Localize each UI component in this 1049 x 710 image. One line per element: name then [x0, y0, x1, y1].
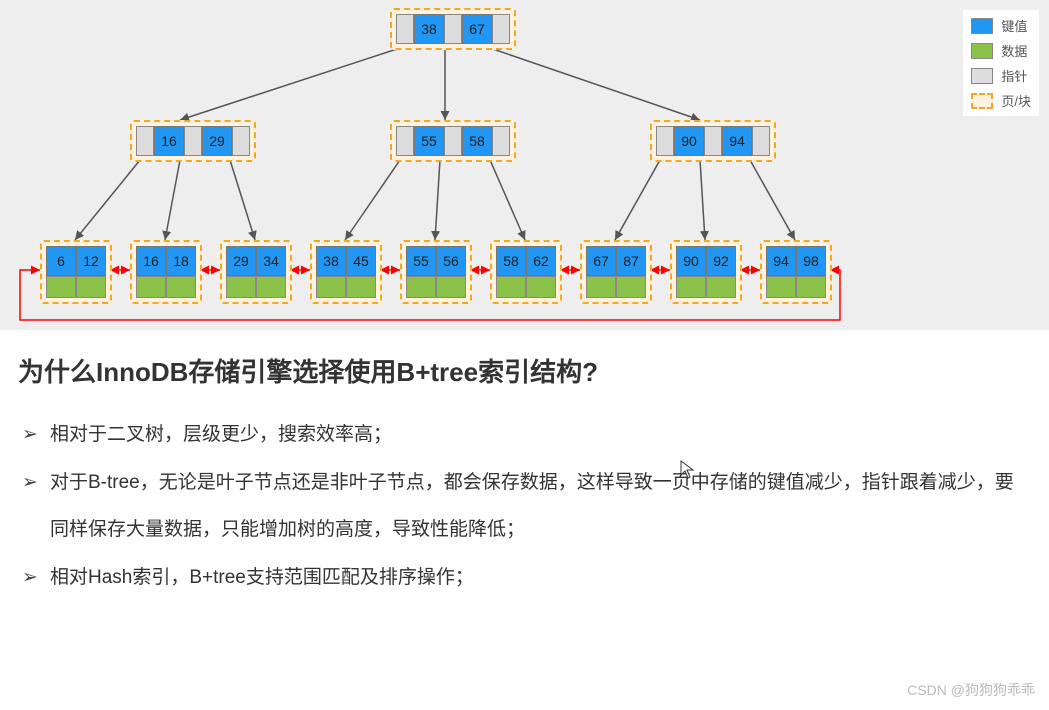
leaf-node: 2934 — [220, 240, 292, 304]
btree-diagram: 3867 1629 5558 9094 612 1618 2934 3845 5556 5862 6… — [0, 0, 1049, 330]
leaf-node: 9092 — [670, 240, 742, 304]
bullet-item: 相对Hash索引，B+tree支持范围匹配及排序操作； — [18, 554, 1031, 602]
bullet-item: 对于B-tree，无论是叶子节点还是非叶子节点，都会保存数据，这样导致一页中存储… — [18, 459, 1031, 554]
legend-key: 键值 — [971, 16, 1031, 35]
legend-page: 页/块 — [971, 91, 1031, 110]
leaf-node: 5862 — [490, 240, 562, 304]
bullet-list: 相对于二叉树，层级更少，搜索效率高； 对于B-tree，无论是叶子节点还是非叶子… — [18, 411, 1031, 601]
internal-node: 3867 — [390, 8, 516, 50]
leaf-node: 1618 — [130, 240, 202, 304]
watermark: CSDN @狗狗狗乖乖 — [907, 680, 1035, 700]
bullet-item: 相对于二叉树，层级更少，搜索效率高； — [18, 411, 1031, 459]
cursor-icon — [680, 460, 696, 480]
leaf-node: 9498 — [760, 240, 832, 304]
leaf-node: 612 — [40, 240, 112, 304]
legend: 键值 数据 指针 页/块 — [963, 10, 1039, 116]
article-content: 为什么InnoDB存储引擎选择使用B+tree索引结构? 相对于二叉树，层级更少… — [0, 330, 1049, 625]
question-title: 为什么InnoDB存储引擎选择使用B+tree索引结构? — [18, 352, 1031, 389]
leaf-node: 5556 — [400, 240, 472, 304]
legend-ptr: 指针 — [971, 66, 1031, 85]
leaf-node: 6787 — [580, 240, 652, 304]
internal-node: 5558 — [390, 120, 516, 162]
leaf-node: 3845 — [310, 240, 382, 304]
internal-node: 1629 — [130, 120, 256, 162]
internal-node: 9094 — [650, 120, 776, 162]
legend-data: 数据 — [971, 41, 1031, 60]
